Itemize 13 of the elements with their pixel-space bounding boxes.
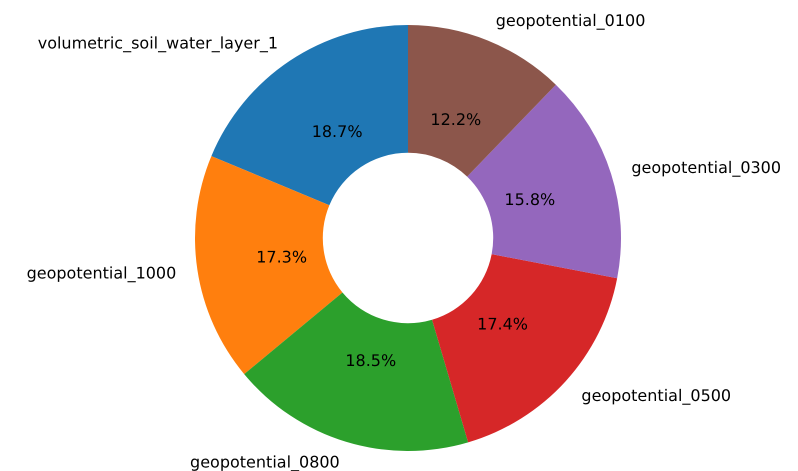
data-label: 17.4% xyxy=(477,314,528,334)
slice-label: geopotential_0100 xyxy=(496,11,646,30)
data-label: 18.7% xyxy=(312,122,363,142)
slice-label: volumetric_soil_water_layer_1 xyxy=(38,34,278,53)
slice-label: geopotential_0300 xyxy=(631,158,782,177)
data-label: 12.2% xyxy=(430,110,482,129)
slice-label: geopotential_0500 xyxy=(581,386,732,406)
slice-label: geopotential_1000 xyxy=(26,263,176,282)
data-label: 18.5% xyxy=(345,350,396,370)
data-label: 17.3% xyxy=(256,248,308,267)
donut-slice xyxy=(244,292,468,451)
donut-slice xyxy=(195,156,342,374)
data-label: 15.8% xyxy=(504,190,556,209)
